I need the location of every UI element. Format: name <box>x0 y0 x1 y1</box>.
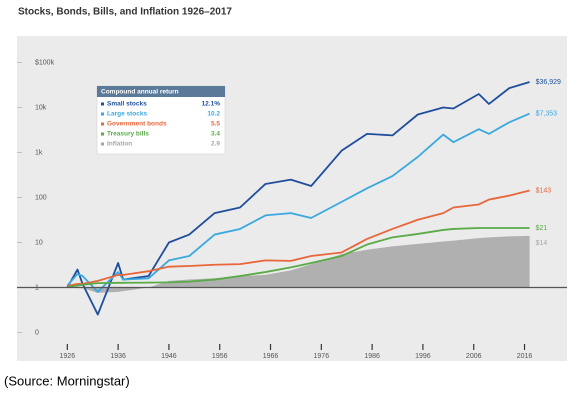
x-tick-label: 1996 <box>415 353 431 360</box>
inflation-area <box>67 235 530 293</box>
source-note: (Source: Morningstar) <box>4 373 130 388</box>
legend-return: 10.2 <box>207 111 220 118</box>
legend-label: Government bonds <box>107 121 167 128</box>
legend-label: Large stocks <box>107 111 147 118</box>
x-tick-label: 1956 <box>212 353 228 360</box>
y-tick-label: $100k <box>35 59 55 66</box>
legend-swatch <box>101 102 104 106</box>
legend-swatch <box>101 132 104 136</box>
end-value-label: $14 <box>536 240 548 247</box>
x-tick-label: 1936 <box>110 353 126 360</box>
x-tick-label: 1926 <box>60 353 76 360</box>
end-value-label: $36,929 <box>536 79 561 86</box>
legend-return: 2.9 <box>211 141 220 148</box>
y-tick-label: 10 <box>35 239 43 246</box>
end-value-label: $143 <box>536 187 552 194</box>
legend-label: Treasury bills <box>107 131 149 138</box>
y-tick-label: 1k <box>35 149 43 156</box>
legend-label: Small stocks <box>107 101 147 108</box>
x-tick-label: 1946 <box>161 353 177 360</box>
end-value-label: $7,353 <box>536 110 558 117</box>
x-tick-label: 1966 <box>263 353 279 360</box>
y-tick-label: 0 <box>35 329 39 336</box>
series-line <box>67 189 530 287</box>
x-tick-label: 1986 <box>364 353 380 360</box>
legend-label: Inflation <box>107 141 132 148</box>
end-value-label: $21 <box>536 225 548 232</box>
legend-swatch <box>101 142 104 146</box>
legend-header <box>97 86 225 97</box>
x-tick-label: 1976 <box>314 353 330 360</box>
legend-return: 12.1% <box>202 101 221 108</box>
legend-swatch <box>101 122 104 126</box>
legend-box <box>96 85 226 155</box>
x-tick-label: 2006 <box>466 353 482 360</box>
legend-title: Compound annual return <box>101 89 179 96</box>
legend-swatch <box>101 112 104 116</box>
legend-return: 3.4 <box>211 131 220 138</box>
y-tick-label: 100 <box>35 194 47 201</box>
series-line <box>67 227 530 288</box>
x-tick-label: 2016 <box>517 353 533 360</box>
y-tick-label: 10k <box>35 104 47 111</box>
legend-return: 5.5 <box>211 121 220 128</box>
chart-title: Stocks, Bonds, Bills, and Inflation 1926… <box>18 7 232 18</box>
series-line <box>66 81 530 316</box>
